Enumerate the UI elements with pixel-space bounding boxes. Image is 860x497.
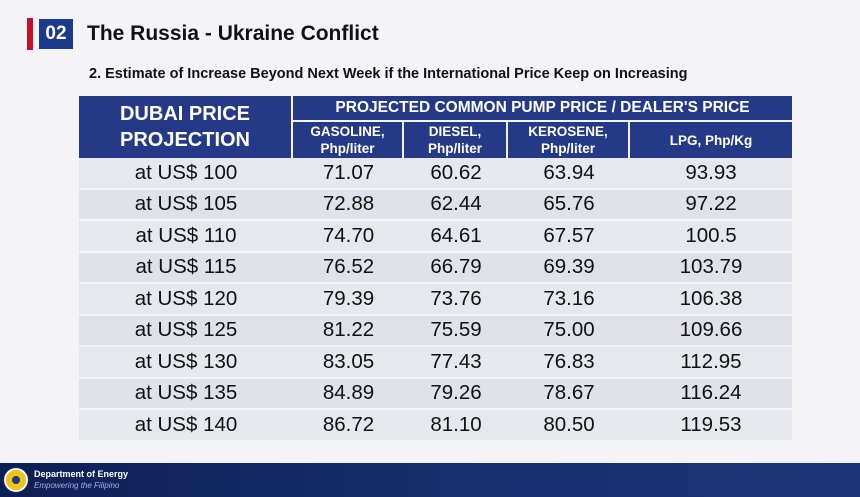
lpg-price-cell: 109.66 (630, 315, 793, 347)
price-label-cell: at US$ 140 (79, 410, 293, 442)
table-row: at US$ 135 84.89 79.26 78.67 116.24 (79, 378, 793, 410)
diesel-price-cell: 73.76 (404, 284, 508, 316)
slide-title: The Russia - Ukraine Conflict (87, 22, 379, 45)
price-label-cell: at US$ 110 (79, 221, 293, 253)
kerosene-header-line-2: Php/liter (540, 141, 595, 156)
gasoline-header-line-2: Php/liter (320, 141, 375, 156)
doe-seal-icon (4, 468, 28, 492)
kerosene-header-line-1: KEROSENE, (528, 124, 608, 139)
table-row: at US$ 130 83.05 77.43 76.83 112.95 (79, 347, 793, 379)
table-row: at US$ 115 76.52 66.79 69.39 103.79 (79, 252, 793, 284)
pump-price-group-header: PROJECTED COMMON PUMP PRICE / DEALER'S P… (293, 96, 793, 122)
price-label-cell: at US$ 115 (79, 252, 293, 284)
diesel-price-cell: 62.44 (404, 189, 508, 221)
gasoline-price-cell: 74.70 (293, 221, 404, 253)
table-row: at US$ 110 74.70 64.61 67.57 100.5 (79, 221, 793, 253)
kerosene-price-cell: 65.76 (508, 189, 630, 221)
diesel-price-cell: 77.43 (404, 347, 508, 379)
price-projection-table: DUBAI PRICE PROJECTION PROJECTED COMMON … (79, 96, 793, 442)
diesel-header-line-1: DIESEL, (428, 124, 482, 139)
kerosene-column-header: KEROSENE, Php/liter (508, 122, 630, 158)
lpg-price-cell: 97.22 (630, 189, 793, 221)
table-row: at US$ 120 79.39 73.76 73.16 106.38 (79, 284, 793, 316)
diesel-header-line-2: Php/liter (427, 141, 482, 156)
gasoline-column-header: GASOLINE, Php/liter (293, 122, 404, 158)
accent-bar (27, 18, 33, 50)
table-row: at US$ 105 72.88 62.44 65.76 97.22 (79, 189, 793, 221)
kerosene-price-cell: 67.57 (508, 221, 630, 253)
dubai-price-projection-header: DUBAI PRICE PROJECTION (79, 96, 293, 158)
lpg-price-cell: 103.79 (630, 252, 793, 284)
lpg-header-line-1: LPG, Php/Kg (669, 132, 753, 148)
gasoline-price-cell: 79.39 (293, 284, 404, 316)
gasoline-price-cell: 71.07 (293, 158, 404, 190)
organization-name: Department of Energy (34, 469, 129, 479)
price-label-cell: at US$ 135 (79, 378, 293, 410)
kerosene-price-cell: 80.50 (508, 410, 630, 442)
table-row: at US$ 100 71.07 60.62 63.94 93.93 (79, 158, 793, 190)
kerosene-price-cell: 69.39 (508, 252, 630, 284)
price-label-cell: at US$ 100 (79, 158, 293, 190)
lpg-price-cell: 106.38 (630, 284, 793, 316)
lpg-price-cell: 93.93 (630, 158, 793, 190)
lpg-price-cell: 100.5 (630, 221, 793, 253)
diesel-column-header: DIESEL, Php/liter (404, 122, 508, 158)
organization-tagline: Empowering the Filipino (34, 481, 120, 490)
table-row: at US$ 125 81.22 75.59 75.00 109.66 (79, 315, 793, 347)
gasoline-price-cell: 84.89 (293, 378, 404, 410)
gasoline-price-cell: 86.72 (293, 410, 404, 442)
gasoline-price-cell: 76.52 (293, 252, 404, 284)
kerosene-price-cell: 76.83 (508, 347, 630, 379)
price-label-cell: at US$ 105 (79, 189, 293, 221)
corner-header-line-1: DUBAI PRICE (119, 103, 250, 125)
lpg-price-cell: 116.24 (630, 378, 793, 410)
slide-header: 02 The Russia - Ukraine Conflict (27, 18, 379, 50)
diesel-price-cell: 81.10 (404, 410, 508, 442)
lpg-price-cell: 119.53 (630, 410, 793, 442)
gasoline-price-cell: 83.05 (293, 347, 404, 379)
diesel-price-cell: 64.61 (404, 221, 508, 253)
diesel-price-cell: 75.59 (404, 315, 508, 347)
footer-bar: Department of Energy Empowering the Fili… (0, 463, 860, 497)
diesel-price-cell: 79.26 (404, 378, 508, 410)
gasoline-price-cell: 72.88 (293, 189, 404, 221)
gasoline-header-line-1: GASOLINE, (310, 124, 385, 139)
section-number-badge: 02 (39, 19, 73, 49)
price-label-cell: at US$ 125 (79, 315, 293, 347)
lpg-price-cell: 112.95 (630, 347, 793, 379)
diesel-price-cell: 60.62 (404, 158, 508, 190)
price-label-cell: at US$ 130 (79, 347, 293, 379)
slide-subtitle: 2. Estimate of Increase Beyond Next Week… (89, 66, 688, 82)
kerosene-price-cell: 63.94 (508, 158, 630, 190)
table-row: at US$ 140 86.72 81.10 80.50 119.53 (79, 410, 793, 442)
lpg-column-header: LPG, Php/Kg (630, 122, 793, 158)
kerosene-price-cell: 75.00 (508, 315, 630, 347)
diesel-price-cell: 66.79 (404, 252, 508, 284)
gasoline-price-cell: 81.22 (293, 315, 404, 347)
corner-header-line-2: PROJECTION (119, 129, 251, 151)
kerosene-price-cell: 73.16 (508, 284, 630, 316)
price-label-cell: at US$ 120 (79, 284, 293, 316)
kerosene-price-cell: 78.67 (508, 378, 630, 410)
price-rows: at US$ 100 71.07 60.62 63.94 93.93 at US$ 105… (79, 158, 793, 442)
